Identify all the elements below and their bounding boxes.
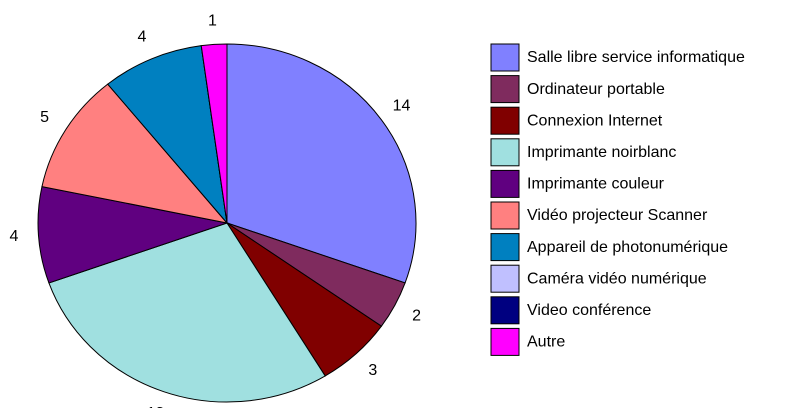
legend-swatch (490, 43, 520, 72)
pie-slice (226, 43, 417, 284)
data-label: 4 (137, 29, 146, 46)
legend-label: Salle libre service informatique (527, 49, 745, 66)
legend-swatch (490, 75, 520, 104)
legend-swatch (490, 233, 520, 262)
legend-swatch (490, 327, 520, 356)
legend-label: Ordinateur portable (527, 81, 665, 98)
data-label: 3 (368, 362, 377, 379)
legend-label: Imprimante couleur (527, 176, 665, 193)
legend-swatch (490, 138, 520, 167)
data-label: 13 (147, 405, 165, 408)
data-label: 5 (40, 109, 49, 126)
data-label: 4 (9, 228, 18, 245)
legend-swatch (490, 201, 520, 230)
legend-swatch (490, 106, 520, 135)
legend-label: Vidéo projecteur Scanner (527, 207, 708, 224)
pie-slice (48, 222, 326, 403)
pie-slice (107, 45, 228, 225)
data-label: 1 (208, 12, 217, 29)
legend-swatch (490, 296, 520, 325)
pie-slice (37, 185, 229, 284)
legend-label: Connexion Internet (527, 112, 663, 129)
legend-swatch (490, 264, 520, 293)
legend-label: Imprimante noirblanc (527, 144, 676, 161)
pie-slice (41, 83, 229, 224)
legend-label: Caméra vidéo numérique (527, 270, 707, 287)
legend-swatch (490, 169, 520, 198)
data-label: 14 (393, 98, 411, 115)
data-label: 2 (412, 307, 421, 324)
legend-label: Video conférence (527, 302, 651, 319)
legend-label: Appareil de photonumérique (527, 239, 728, 256)
pie-slice (200, 43, 228, 224)
legend-label: Autre (527, 334, 565, 351)
